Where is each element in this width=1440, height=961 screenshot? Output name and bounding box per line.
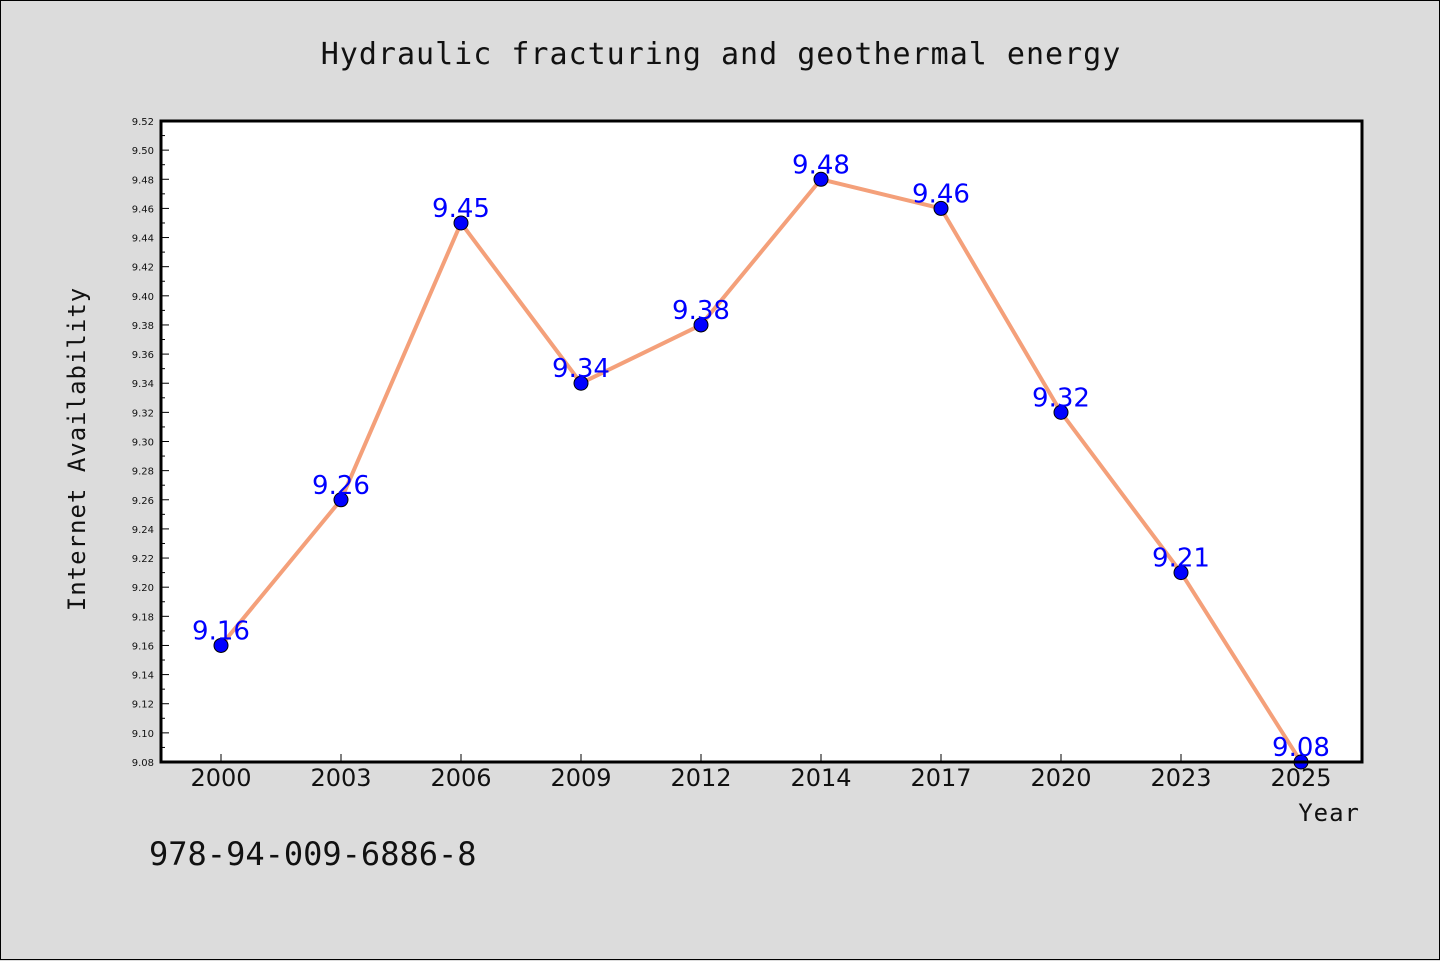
data-label: 9.21 [1152, 544, 1210, 574]
y-axis: 9.08 9.10 9.12 9.14 9.16 9.18 9.20 9.22 9.24 9.26… [132, 117, 169, 769]
y-tick-label: 9.36 [132, 350, 154, 361]
x-tick-label: 2023 [1150, 764, 1211, 792]
y-axis-label: Internet Availability [63, 287, 91, 611]
data-point [573, 375, 589, 391]
y-tick-label: 9.30 [132, 438, 154, 449]
plot-area [161, 121, 1362, 762]
y-tick-label: 9.28 [132, 467, 154, 478]
data-label: 9.46 [912, 179, 970, 209]
data-labels: 9.16 9.26 9.45 9.34 9.38 9.48 9.46 9.32 9.21 9.08 [192, 150, 1330, 763]
y-tick-label: 9.24 [132, 525, 154, 536]
y-tick-label: 9.14 [132, 671, 154, 682]
y-tick-label: 9.26 [132, 496, 154, 507]
y-tick-label: 9.16 [132, 641, 154, 652]
data-point [1053, 404, 1069, 420]
y-tick-label: 9.08 [132, 758, 154, 769]
y-tick-label: 9.12 [132, 700, 154, 711]
data-label: 9.38 [672, 296, 730, 326]
data-label: 9.34 [552, 354, 610, 384]
x-tick-label: 2000 [190, 764, 251, 792]
x-axis: 2000 2003 2006 2009 2012 2014 2017 2020 2023 2025 [190, 754, 1332, 792]
y-tick-label: 9.42 [132, 263, 154, 274]
chart-title: Hydraulic fracturing and geothermal ener… [321, 37, 1122, 72]
x-tick-label: 2020 [1030, 764, 1091, 792]
y-tick-label: 9.46 [132, 204, 154, 215]
data-point [213, 637, 229, 653]
data-point [333, 492, 349, 508]
y-tick-label: 9.40 [132, 292, 154, 303]
y-tick-label: 9.22 [132, 554, 154, 565]
y-tick-label: 9.38 [132, 321, 154, 332]
data-label: 9.16 [192, 616, 250, 646]
data-label: 9.45 [432, 194, 490, 224]
y-tick-label: 9.20 [132, 583, 154, 594]
x-axis-label: Year [1298, 799, 1360, 827]
y-tick-label: 9.52 [132, 117, 154, 128]
data-point [693, 317, 709, 333]
series-line [219, 177, 1303, 764]
data-label: 9.48 [792, 150, 850, 180]
data-point [453, 215, 469, 231]
series-group [213, 171, 1309, 770]
x-tick-label: 2006 [430, 764, 491, 792]
y-tick-label: 9.32 [132, 408, 154, 419]
x-tick-label: 2014 [790, 764, 851, 792]
y-tick-label: 9.48 [132, 175, 154, 186]
y-tick-label: 9.34 [132, 379, 154, 390]
x-tick-label: 2017 [910, 764, 971, 792]
y-tick-label: 9.10 [132, 729, 154, 740]
x-tick-label: 2003 [310, 764, 371, 792]
x-tick-label: 2012 [670, 764, 731, 792]
data-point [933, 200, 949, 216]
data-label: 9.32 [1032, 383, 1090, 413]
y-tick-label: 9.44 [132, 234, 154, 245]
data-point [1173, 565, 1189, 581]
plot-border [159, 119, 1364, 764]
y-tick-label: 9.18 [132, 612, 154, 623]
data-point [813, 171, 829, 187]
y-tick-label: 9.50 [132, 146, 154, 157]
data-label: 9.08 [1272, 733, 1330, 763]
annotation-text: 978-94-009-6886-8 [149, 835, 477, 873]
x-tick-label: 2009 [550, 764, 611, 792]
data-label: 9.26 [312, 471, 370, 501]
